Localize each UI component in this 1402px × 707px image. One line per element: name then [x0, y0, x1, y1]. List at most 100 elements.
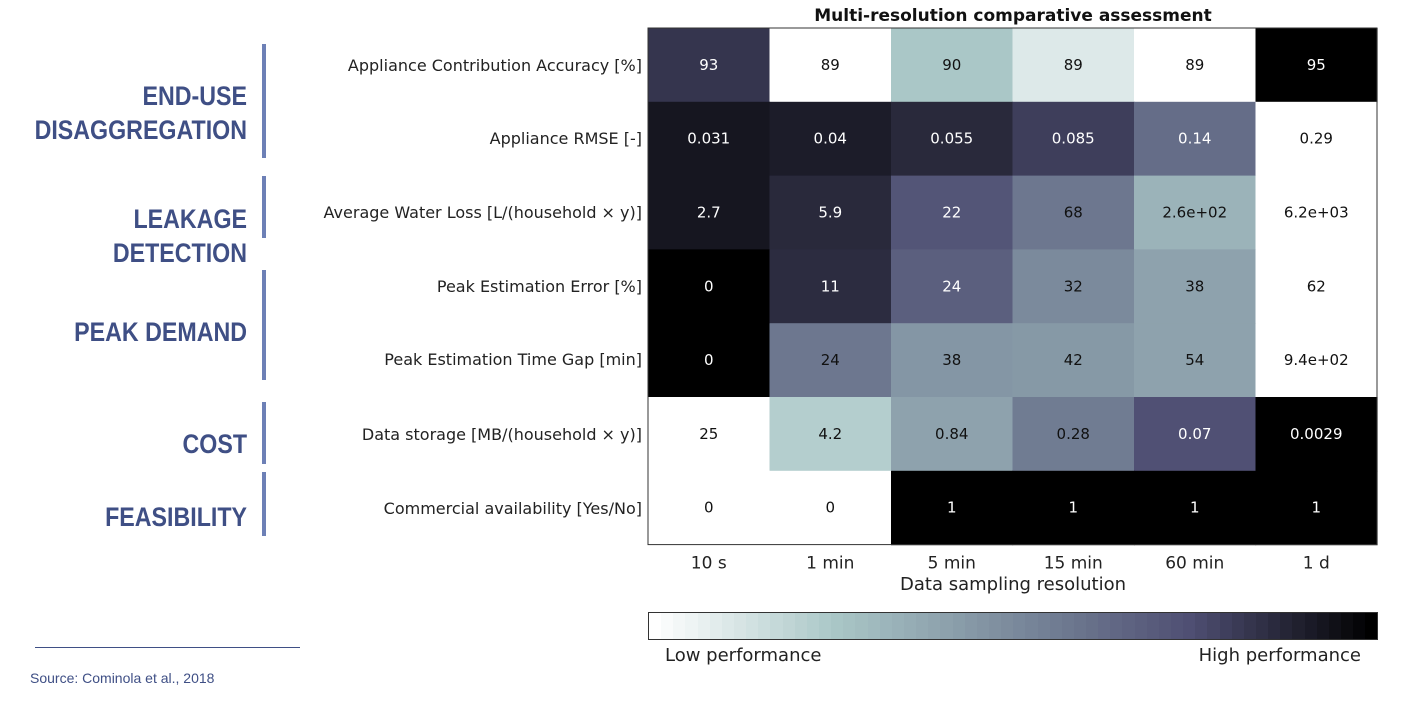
row-label: Peak Estimation Error [%] [436, 277, 642, 296]
cell-value-label: 24 [942, 277, 961, 295]
colorbar-step [1365, 613, 1377, 639]
colorbar-step [1292, 613, 1305, 639]
cell-value-label: 0 [825, 499, 835, 517]
cell-value-label: 1 [1068, 499, 1078, 517]
row-label: Appliance Contribution Accuracy [%] [347, 56, 642, 75]
colorbar-step [952, 613, 965, 639]
heatmap-chart: 93 89 90 89 89 95 0.031 0.04 0.055 0.085 0.14 0.29 2… [647, 27, 1378, 574]
cell-value-label: 0.28 [1057, 425, 1090, 443]
colorbar-step [1086, 613, 1099, 639]
colorbar-step [1243, 613, 1257, 639]
colorbar-step [1001, 613, 1014, 639]
cell-value-label: 2.6e+02 [1162, 204, 1227, 222]
heatmap-cell [1255, 470, 1378, 546]
colorbar-step [746, 613, 759, 639]
colorbar-step [794, 613, 807, 639]
x-tick-label: 60 min [1165, 554, 1224, 574]
row-label: Appliance RMSE [-] [489, 129, 642, 148]
cell-value-label: 54 [1185, 351, 1204, 369]
colorbar-step [770, 613, 783, 639]
category-bar [262, 44, 266, 158]
cell-value-label: 68 [1064, 204, 1083, 222]
cell-value-label: 24 [821, 351, 840, 369]
colorbar-step [758, 613, 771, 639]
colorbar-step [649, 613, 662, 639]
heatmap-cell [1134, 101, 1257, 177]
cell-value-label: 0.0029 [1290, 425, 1343, 443]
cell-value-label: 0 [704, 499, 714, 517]
x-axis-label: Data sampling resolution [900, 574, 1126, 595]
colorbar-step [1049, 613, 1062, 639]
cell-value-label: 0.055 [930, 130, 973, 148]
cell-value-label: 0.84 [935, 425, 968, 443]
category-label-line1: END-USE [142, 81, 247, 111]
cell-value-label: 1 [1311, 499, 1321, 517]
source-citation: Source: Cominola et al., 2018 [30, 670, 215, 686]
heatmap-cell [1255, 397, 1378, 472]
category-peak-demand: PEAK DEMAND [74, 315, 247, 349]
colorbar-step [1207, 613, 1220, 639]
heatmap-cell [1255, 175, 1378, 250]
x-tick-label: 15 min [1044, 554, 1103, 574]
heatmap-cell [1012, 470, 1135, 546]
cell-value-label: 95 [1307, 56, 1326, 74]
x-tick-label: 5 min [928, 554, 976, 574]
cell-value-label: 32 [1064, 277, 1083, 295]
heatmap-cell [769, 175, 892, 250]
colorbar-step [1328, 613, 1342, 639]
plot-frame [647, 27, 1378, 546]
colorbar-step [1219, 613, 1232, 639]
colorbar-step [673, 613, 686, 639]
heatmap-cell [648, 28, 771, 103]
colorbar-step [1231, 613, 1244, 639]
cell-value-label: 2.7 [697, 204, 721, 222]
cell-value-label: 0.04 [814, 130, 847, 148]
heatmap-cell [1134, 249, 1257, 324]
cell-value-label: 62 [1307, 277, 1326, 295]
colorbar-step [721, 613, 734, 639]
colorbar-step [1134, 613, 1147, 639]
colorbar-step [928, 613, 941, 639]
heatmap-cell [648, 470, 771, 546]
cell-value-label: 25 [699, 425, 718, 443]
cell-value-label: 5.9 [818, 204, 842, 222]
heatmap-cell [1134, 28, 1257, 103]
colorbar-step [782, 613, 795, 639]
category-feasibility: FEASIBILITY [105, 500, 247, 534]
colorbar-step [1110, 613, 1123, 639]
cell-value-label: 0.14 [1178, 130, 1211, 148]
cell-value-label: 9.4e+02 [1284, 351, 1349, 369]
colorbar-step [1256, 613, 1269, 639]
cell-value-label: 0.29 [1300, 130, 1333, 148]
row-label: Peak Estimation Time Gap [min] [384, 350, 642, 369]
cell-value-label: 89 [1185, 56, 1204, 74]
heatmap-cell [769, 397, 892, 472]
source-divider [35, 647, 300, 648]
colorbar-step [1316, 613, 1329, 639]
heatmap-cell [648, 101, 771, 177]
colorbar-step [831, 613, 844, 639]
cell-value-label: 89 [821, 56, 840, 74]
colorbar-step [879, 613, 892, 639]
cell-value-label: 93 [699, 56, 718, 74]
colorbar-step [940, 613, 953, 639]
colorbar-step [1158, 613, 1172, 639]
cell-value-label: 11 [821, 277, 840, 295]
cell-value-label: 0.085 [1052, 130, 1095, 148]
heatmap-cell [1012, 397, 1135, 472]
heatmap-cell [891, 28, 1014, 103]
heatmap-cell [1134, 470, 1257, 546]
heatmap-cell [769, 470, 892, 546]
cell-value-label: 38 [942, 351, 961, 369]
heatmap-cell [769, 249, 892, 324]
category-leakage-detection: LEAKAGE DETECTION [35, 202, 247, 270]
heatmap-cell [891, 397, 1014, 472]
heatmap-cell [648, 175, 771, 250]
category-label: LEAKAGE DETECTION [112, 204, 247, 268]
cell-value-label: 90 [942, 56, 961, 74]
heatmap-cell [769, 28, 892, 103]
heatmap-cell [648, 397, 771, 472]
category-cost: COST [182, 427, 247, 461]
colorbar-step [1268, 613, 1281, 639]
colorbar-step [843, 613, 856, 639]
